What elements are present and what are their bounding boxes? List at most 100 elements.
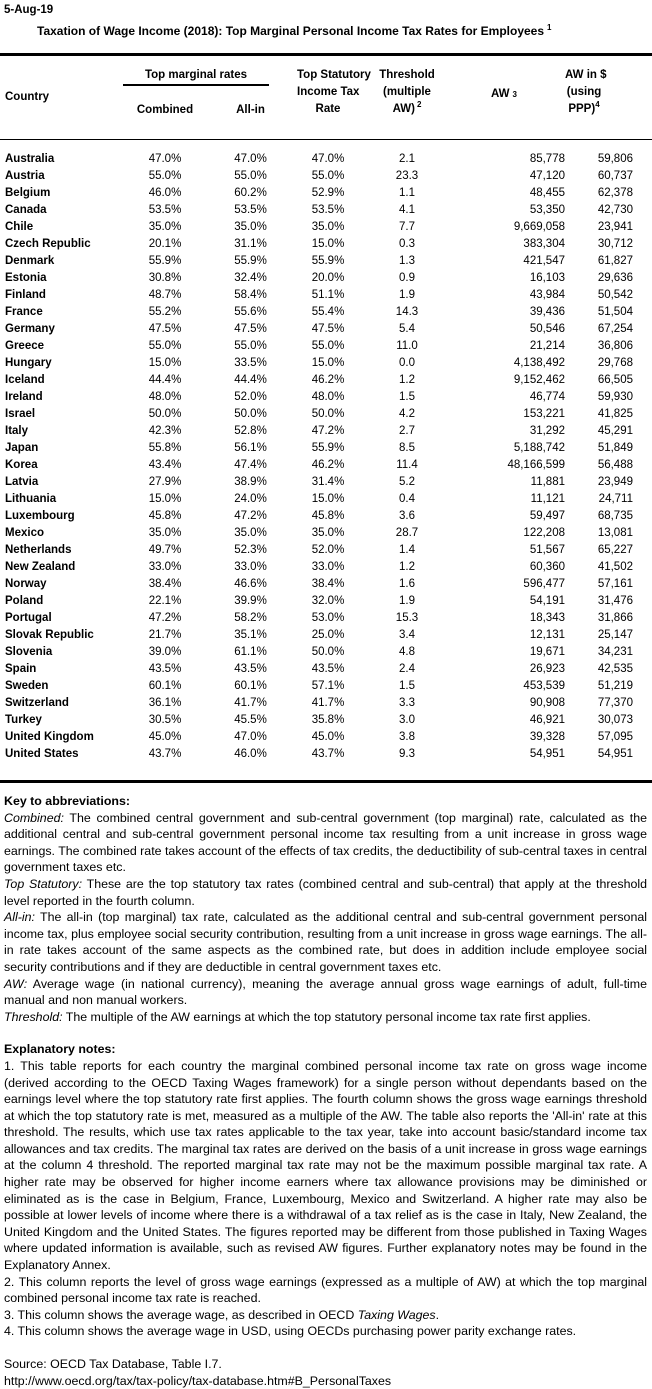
threshold-cell: 1.2 (399, 561, 415, 573)
page-title: Taxation of Wage Income (2018): Top Marg… (0, 24, 652, 39)
all-in-cell: 53.5% (234, 204, 267, 216)
threshold-cell: 15.3 (395, 612, 419, 624)
header-aw-ppp: AW in $ (using PPP)4 (565, 56, 633, 139)
aw-cell: 48,455 (529, 187, 565, 199)
threshold-cell: 3.6 (399, 510, 415, 522)
combined-cell: 47.0% (148, 153, 182, 165)
header-aw-ppp-line2: (using (566, 86, 602, 98)
country-cell: Luxembourg (5, 510, 75, 522)
key-definition: These are the top statutory tax rates (c… (4, 876, 647, 908)
threshold-cell: 28.7 (395, 527, 419, 539)
header-threshold-line3: AW) 2 (359, 101, 455, 118)
aw-cell: 12,131 (529, 629, 565, 641)
key-item-aw: AW: Average wage (in national currency),… (4, 976, 647, 1009)
threshold-cell: 1.2 (399, 374, 415, 386)
country-cell: Czech Republic (5, 238, 91, 250)
aw-cell: 85,778 (529, 153, 565, 165)
threshold-cell: 5.2 (399, 476, 415, 488)
aw-usd-ppp-cell: 30,712 (597, 238, 633, 250)
threshold-cell: 5.4 (399, 323, 415, 335)
key-term: Top Statutory: (4, 876, 83, 891)
table-row: Greece 55.0% 55.0% 55.0% 11.0 21,214 36,806 (0, 338, 652, 355)
threshold-cell: 2.4 (399, 663, 415, 675)
aw-cell: 11,881 (530, 476, 565, 488)
explanatory-note-4: 4. This column shows the average wage in… (4, 1324, 577, 1339)
key-definition: Average wage (in national currency), mea… (4, 976, 647, 1008)
country-cell: United States (5, 748, 79, 760)
combined-cell: 55.8% (148, 442, 182, 454)
aw-cell: 153,221 (523, 408, 565, 420)
aw-cell: 39,328 (529, 731, 565, 743)
aw-usd-ppp-cell: 42,535 (597, 663, 633, 675)
combined-cell: 42.3% (148, 425, 182, 437)
key-term: All-in: (4, 910, 35, 925)
threshold-cell: 7.7 (399, 221, 415, 233)
all-in-cell: 52.0% (234, 391, 267, 403)
threshold-cell: 1.4 (399, 544, 415, 556)
aw-cell: 383,304 (523, 238, 565, 250)
source-line: Source: OECD Tax Database, Table I.7. (4, 1357, 222, 1371)
top-statutory-cell: 35.0% (311, 221, 345, 233)
country-cell: Greece (5, 340, 45, 352)
country-cell: Portugal (5, 612, 52, 624)
all-in-cell: 33.0% (234, 561, 267, 573)
country-cell: Germany (5, 323, 55, 335)
top-statutory-cell: 35.8% (311, 714, 345, 726)
country-cell: Italy (5, 425, 29, 437)
country-cell: Iceland (5, 374, 45, 386)
top-statutory-cell: 57.1% (311, 680, 345, 692)
country-cell: Chile (5, 221, 34, 233)
combined-cell: 49.7% (148, 544, 182, 556)
country-cell: Hungary (5, 357, 52, 369)
aw-usd-ppp-cell: 65,227 (597, 544, 633, 556)
aw-usd-ppp-cell: 41,825 (597, 408, 633, 420)
key-term: Combined: (4, 810, 64, 825)
combined-cell: 36.1% (148, 697, 182, 709)
aw-cell: 48,166,599 (507, 459, 565, 471)
threshold-cell: 1.5 (399, 680, 415, 692)
country-cell: Finland (5, 289, 46, 301)
country-cell: Norway (5, 578, 47, 590)
country-cell: Sweden (5, 680, 49, 692)
country-cell: Korea (5, 459, 38, 471)
notes-section: Key to abbreviations: Combined: The comb… (0, 783, 652, 1389)
table-row: Slovak Republic 21.7% 35.1% 25.0% 3.4 12,131 2… (0, 627, 652, 644)
combined-cell: 39.0% (148, 646, 182, 658)
threshold-cell: 1.9 (399, 595, 415, 607)
aw-usd-ppp-cell: 34,231 (597, 646, 633, 658)
threshold-cell: 8.5 (399, 442, 415, 454)
top-statutory-cell: 47.5% (311, 323, 345, 335)
aw-usd-ppp-cell: 77,370 (597, 697, 633, 709)
header-top-statutory-line1: Top Statutory (297, 69, 371, 81)
table-row: Netherlands 49.7% 52.3% 52.0% 1.4 51,567 65,22… (0, 542, 652, 559)
aw-cell: 21,214 (529, 340, 565, 352)
table-row: Hungary 15.0% 33.5% 15.0% 0.0 4,138,492 29,768 (0, 355, 652, 372)
aw-usd-ppp-cell: 51,504 (597, 306, 633, 318)
all-in-cell: 46.0% (234, 748, 267, 760)
aw-cell: 51,567 (529, 544, 565, 556)
key-definition: The combined central government and sub-… (4, 810, 647, 875)
all-in-cell: 52.3% (234, 544, 267, 556)
table-row: Belgium 46.0% 60.2% 52.9% 1.1 48,455 62,378 (0, 185, 652, 202)
all-in-cell: 41.7% (234, 697, 267, 709)
top-statutory-cell: 15.0% (311, 238, 345, 250)
spacer (4, 1025, 647, 1041)
aw-usd-ppp-cell: 59,930 (597, 391, 633, 403)
combined-cell: 45.0% (148, 731, 182, 743)
top-statutory-cell: 47.2% (311, 425, 345, 437)
top-statutory-cell: 43.7% (311, 748, 345, 760)
combined-cell: 47.2% (148, 612, 182, 624)
all-in-cell: 39.9% (234, 595, 267, 607)
aw-usd-ppp-cell: 62,378 (597, 187, 633, 199)
threshold-cell: 11.0 (396, 340, 418, 352)
threshold-cell: 3.3 (399, 697, 415, 709)
top-statutory-cell: 20.0% (311, 272, 345, 284)
all-in-cell: 45.5% (234, 714, 267, 726)
country-cell: Slovenia (5, 646, 53, 658)
country-cell: Japan (5, 442, 39, 454)
combined-cell: 30.8% (148, 272, 182, 284)
aw-usd-ppp-cell: 36,806 (597, 340, 633, 352)
top-statutory-cell: 55.9% (311, 442, 345, 454)
top-statutory-cell: 45.8% (311, 510, 345, 522)
header-aw-ppp-line3: PPP)4 (565, 101, 603, 118)
